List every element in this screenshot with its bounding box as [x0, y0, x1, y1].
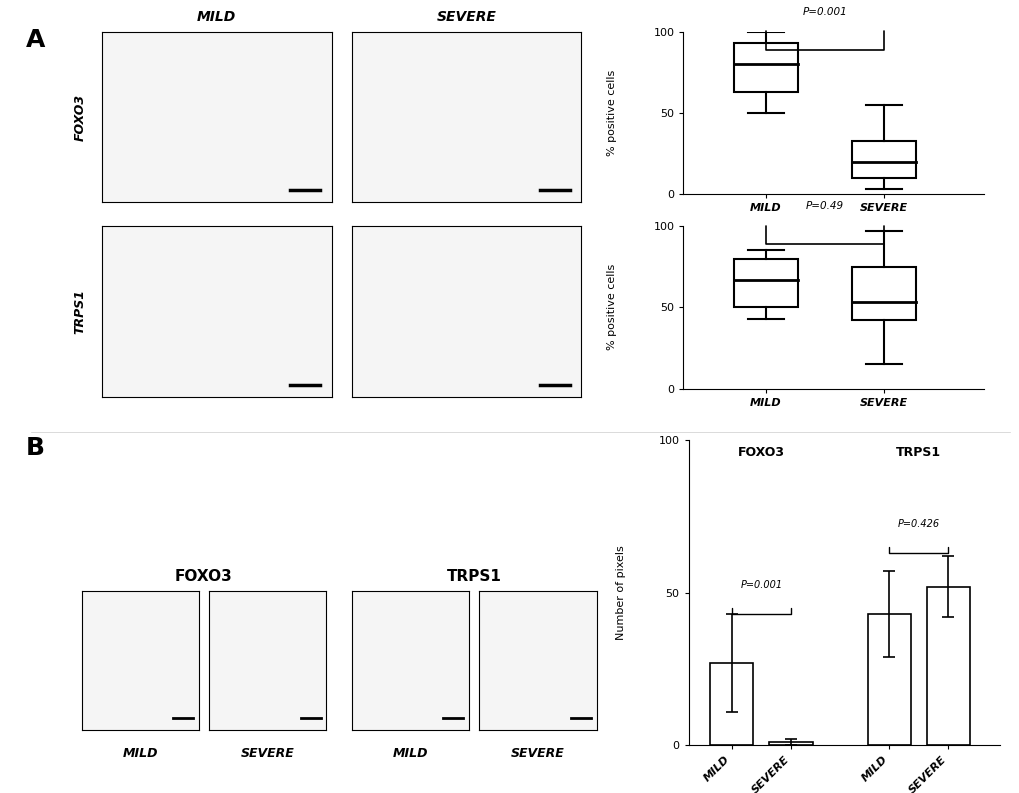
Bar	[709, 663, 753, 745]
Bar	[851, 140, 915, 178]
Bar	[733, 259, 798, 308]
Text: A: A	[25, 28, 45, 52]
Text: MILD: MILD	[122, 747, 158, 760]
Text: P=0.001: P=0.001	[740, 580, 782, 590]
Bar	[851, 266, 915, 320]
Text: FOXO3: FOXO3	[73, 94, 87, 140]
Bar	[733, 43, 798, 92]
Text: FOXO3: FOXO3	[175, 569, 232, 584]
Text: TRPS1: TRPS1	[446, 569, 501, 584]
Text: P=0.49: P=0.49	[805, 201, 844, 212]
Text: TRPS1: TRPS1	[73, 289, 87, 334]
Text: SEVERE: SEVERE	[240, 747, 294, 760]
Bar	[768, 742, 812, 745]
Bar	[867, 614, 910, 745]
Y-axis label: % positive cells: % positive cells	[606, 264, 616, 351]
Text: B: B	[25, 436, 45, 460]
Text: MILD: MILD	[392, 747, 428, 760]
Text: FOXO3: FOXO3	[737, 446, 784, 459]
Bar	[926, 587, 969, 745]
Y-axis label: % positive cells: % positive cells	[606, 70, 616, 156]
Text: P=0.001: P=0.001	[802, 7, 847, 17]
Y-axis label: Number of pixels: Number of pixels	[615, 546, 626, 640]
Text: MILD: MILD	[197, 10, 236, 24]
Text: TRPS1: TRPS1	[896, 446, 941, 459]
Text: P=0.426: P=0.426	[897, 519, 940, 529]
Text: SEVERE: SEVERE	[511, 747, 565, 760]
Text: SEVERE: SEVERE	[436, 10, 496, 24]
